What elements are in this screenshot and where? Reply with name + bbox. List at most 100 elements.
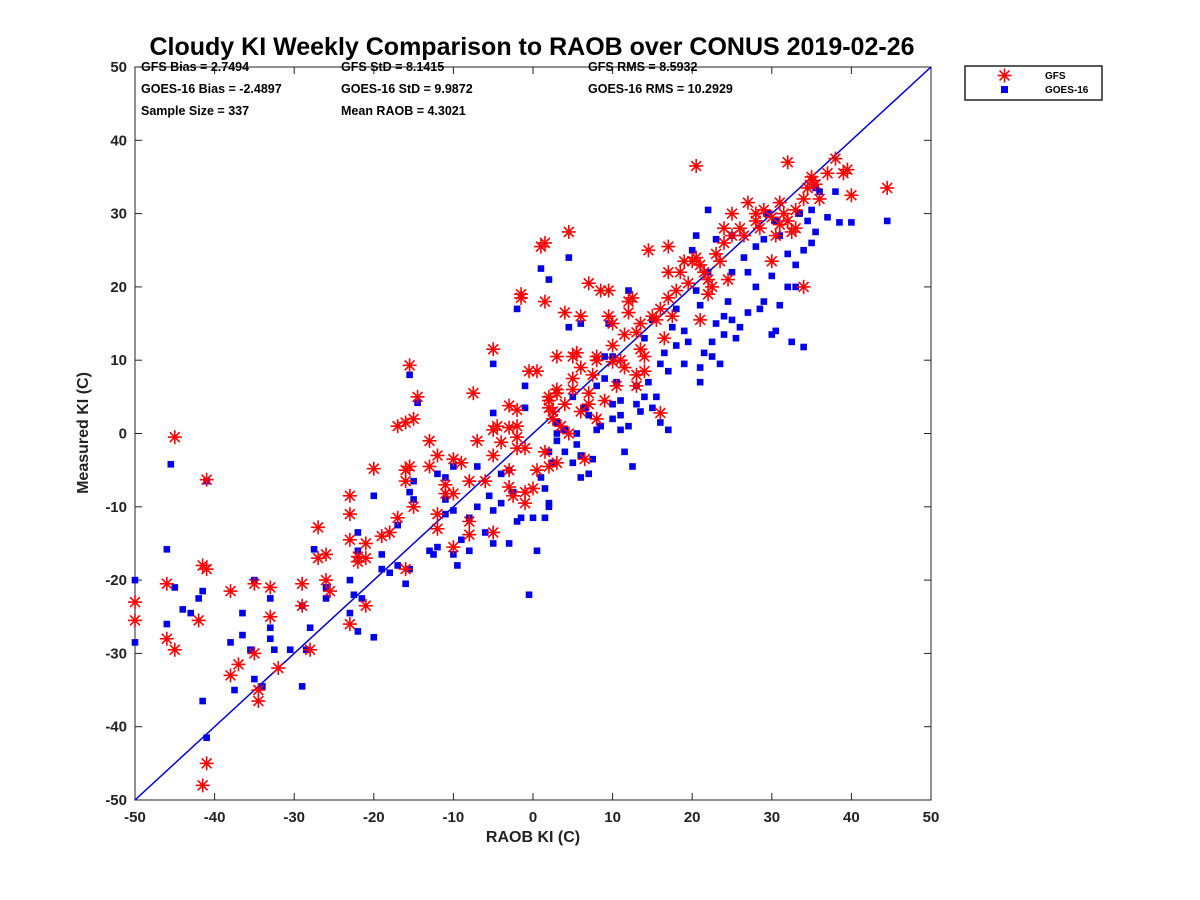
gfs-point xyxy=(470,433,485,448)
goes16-point xyxy=(386,569,394,577)
asterisk-stroke xyxy=(778,208,790,220)
gfs-point xyxy=(713,254,728,269)
asterisk-stroke xyxy=(201,474,213,486)
gfs-point xyxy=(561,224,576,239)
goes16-point xyxy=(836,219,843,226)
asterisk-stroke xyxy=(479,475,491,487)
goes16-point xyxy=(740,254,748,261)
asterisk-stroke xyxy=(252,684,264,696)
goes16-point xyxy=(569,459,577,467)
asterisk-stroke xyxy=(654,303,666,315)
goes16-point xyxy=(688,246,696,254)
asterisk-stroke xyxy=(662,241,674,253)
goes16-point xyxy=(696,364,704,371)
goes16-point xyxy=(680,327,688,335)
asterisk-stroke xyxy=(583,277,595,289)
goes16-point xyxy=(505,540,513,547)
goes16-point xyxy=(680,360,688,368)
gfs-point xyxy=(159,576,174,591)
asterisk-stroke xyxy=(431,449,443,462)
gfs-point xyxy=(518,441,533,456)
asterisk-stroke xyxy=(583,398,595,410)
goes16-point xyxy=(378,565,386,573)
asterisk-stroke xyxy=(225,585,237,597)
goes16-point xyxy=(450,551,457,558)
goes16-point xyxy=(617,411,624,419)
goes16-point xyxy=(649,404,656,412)
x-tick-label: 20 xyxy=(684,809,701,826)
goes16-point xyxy=(227,639,234,646)
asterisk-stroke xyxy=(471,435,483,447)
goes16-point xyxy=(513,518,521,525)
gfs-point xyxy=(764,254,779,269)
goes16-point xyxy=(231,686,238,694)
goes16-point xyxy=(692,232,700,239)
gfs-point xyxy=(199,756,214,771)
gfs-point xyxy=(617,360,632,375)
gfs-point xyxy=(653,405,668,420)
asterisk-stroke xyxy=(841,164,853,176)
asterisk-stroke xyxy=(193,614,205,626)
gfs-point xyxy=(319,547,334,562)
asterisk-stroke xyxy=(642,244,654,256)
goes16-point xyxy=(541,485,549,492)
goes16-point xyxy=(406,371,413,379)
goes16-point xyxy=(537,265,545,272)
gfs-point xyxy=(549,382,564,397)
gfs-point xyxy=(613,353,628,368)
gfs-point xyxy=(601,309,616,324)
asterisk-stroke xyxy=(615,354,627,366)
gfs-point xyxy=(633,316,648,331)
goes16-point xyxy=(434,543,441,551)
gfs-point xyxy=(446,486,461,501)
goes16-point xyxy=(410,477,417,485)
asterisk-stroke xyxy=(264,581,276,593)
asterisk-stroke xyxy=(726,208,738,220)
gfs-point xyxy=(740,195,755,210)
gfs-point xyxy=(390,510,405,525)
asterisk-stroke xyxy=(169,431,181,443)
goes16-point xyxy=(171,584,179,591)
asterisk-stroke xyxy=(718,222,730,234)
asterisk-stroke xyxy=(515,292,527,304)
asterisk-stroke xyxy=(523,365,535,377)
goes16-point xyxy=(804,217,811,225)
x-tick-label: -40 xyxy=(204,809,226,826)
stat-gfs-rms: GFS RMS = 8.5932 xyxy=(588,60,697,74)
goes16-point xyxy=(489,540,497,547)
asterisk-stroke xyxy=(320,574,332,586)
goes16-point xyxy=(322,595,330,602)
asterisk-stroke xyxy=(822,167,834,179)
gfs-point xyxy=(617,327,632,342)
goes16-point xyxy=(728,268,736,276)
asterisk-stroke xyxy=(404,359,416,371)
gfs-point xyxy=(537,235,552,250)
asterisk-stroke xyxy=(563,226,575,238)
gfs-point xyxy=(581,276,596,291)
asterisk-stroke xyxy=(591,413,603,425)
stat-mean-raob: Mean RAOB = 4.3021 xyxy=(341,104,466,118)
goes16-point xyxy=(187,609,195,617)
y-tick-label: 10 xyxy=(110,352,127,369)
asterisk-stroke xyxy=(998,69,1011,82)
goes16-point xyxy=(251,675,258,683)
gfs-point xyxy=(709,246,724,261)
asterisk-stroke xyxy=(404,460,416,473)
goes16-point xyxy=(621,448,628,456)
goes16-point xyxy=(545,276,553,283)
asterisk-stroke xyxy=(567,373,579,385)
asterisk-stroke xyxy=(344,508,356,520)
gfs-point xyxy=(199,472,214,487)
goes16-point xyxy=(239,631,246,639)
y-tick-label: -20 xyxy=(105,572,127,589)
gfs-point xyxy=(529,364,544,379)
asterisk-stroke xyxy=(129,596,141,608)
goes16-point xyxy=(784,283,792,291)
goes16-point xyxy=(800,246,807,254)
goes16-point xyxy=(489,409,497,417)
y-axis-label: Measured KI (C) xyxy=(75,372,92,494)
asterisk-stroke xyxy=(312,521,324,533)
gfs-point xyxy=(601,283,616,298)
asterisk-stroke xyxy=(734,222,746,234)
gfs-point xyxy=(693,257,708,272)
